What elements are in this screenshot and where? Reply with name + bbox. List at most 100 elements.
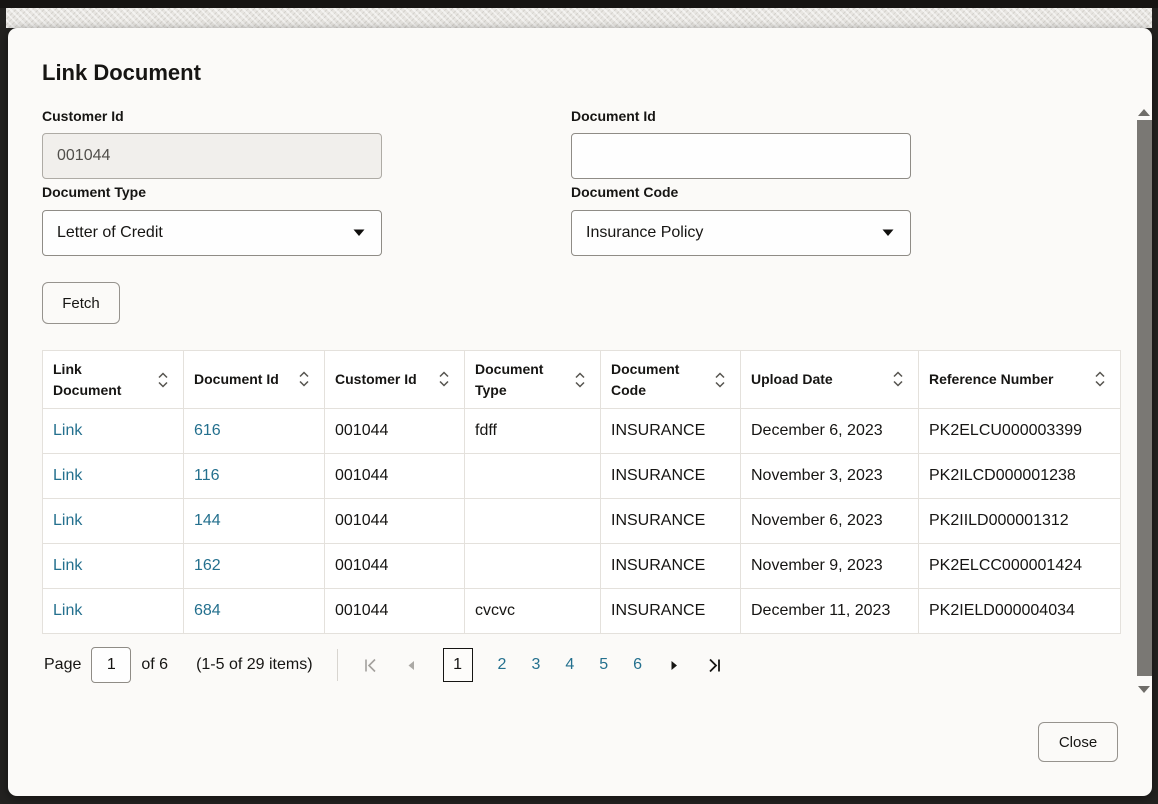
cell-document-type — [464, 498, 601, 544]
link-document-modal: Link Document Customer Id Document Id Do… — [8, 28, 1152, 796]
page-title: Link Document — [42, 60, 201, 85]
scrollbar-thumb[interactable] — [1137, 120, 1152, 676]
cell-reference-number: PK2IELD000004034 — [918, 588, 1121, 634]
col-header-document-type[interactable]: Document Type — [464, 350, 601, 409]
cell-document-id: 162 — [183, 543, 325, 589]
col-header-customer-id[interactable]: Customer Id — [324, 350, 465, 409]
cell-document-id: 144 — [183, 498, 325, 544]
table-row: Link 616 001044 fdff INSURANCE December … — [42, 408, 1121, 454]
cell-upload-date: December 6, 2023 — [740, 408, 919, 454]
sort-icon[interactable] — [157, 370, 169, 390]
cell-document-type: fdff — [464, 408, 601, 454]
cell-link: Link — [42, 588, 184, 634]
cell-customer-id: 001044 — [324, 588, 465, 634]
close-button[interactable]: Close — [1038, 722, 1118, 762]
sort-icon[interactable] — [892, 369, 904, 389]
caret-down-icon — [353, 229, 365, 236]
document-id-link[interactable]: 116 — [194, 467, 220, 484]
pagination-bar: Page of 6 (1-5 of 29 items) 1 2 3 4 5 6 — [44, 643, 723, 687]
documents-table: Link Document Document Id Customer Id Do… — [42, 350, 1121, 634]
document-type-selected-value: Letter of Credit — [57, 224, 163, 241]
link-action[interactable]: Link — [53, 467, 83, 484]
table-row: Link 684 001044 cvcvc INSURANCE December… — [42, 588, 1121, 634]
page-number-3[interactable]: 3 — [531, 656, 541, 673]
cell-reference-number: PK2ILCD000001238 — [918, 453, 1121, 499]
cell-document-id: 684 — [183, 588, 325, 634]
page-number-2[interactable]: 2 — [497, 656, 507, 673]
cell-document-type — [464, 543, 601, 589]
link-action[interactable]: Link — [53, 602, 83, 619]
document-id-link[interactable]: 144 — [194, 512, 221, 529]
link-action[interactable]: Link — [53, 512, 83, 529]
link-action[interactable]: Link — [53, 422, 83, 439]
document-type-select[interactable]: Letter of Credit — [42, 210, 382, 256]
table-row: Link 144 001044 INSURANCE November 6, 20… — [42, 498, 1121, 544]
document-id-link[interactable]: 616 — [194, 422, 221, 439]
customer-id-label: Customer Id — [42, 108, 124, 124]
document-id-field[interactable] — [571, 133, 911, 179]
cell-reference-number: PK2IILD000001312 — [918, 498, 1121, 544]
page-number-6[interactable]: 6 — [633, 656, 643, 673]
next-page-icon[interactable] — [667, 658, 681, 673]
cell-document-code: INSURANCE — [600, 453, 741, 499]
previous-page-icon[interactable] — [404, 658, 418, 673]
cell-upload-date: November 3, 2023 — [740, 453, 919, 499]
cell-reference-number: PK2ELCC000001424 — [918, 543, 1121, 589]
col-header-link-document[interactable]: Link Document — [42, 350, 184, 409]
cell-customer-id: 001044 — [324, 543, 465, 589]
page-number-5[interactable]: 5 — [599, 656, 609, 673]
document-id-link[interactable]: 684 — [194, 602, 221, 619]
table-row: Link 162 001044 INSURANCE November 9, 20… — [42, 543, 1121, 589]
document-code-select[interactable]: Insurance Policy — [571, 210, 911, 256]
page-of-label: of 6 — [141, 656, 169, 673]
cell-customer-id: 001044 — [324, 498, 465, 544]
fetch-button[interactable]: Fetch — [42, 282, 120, 324]
cell-document-code: INSURANCE — [600, 543, 741, 589]
col-header-document-id[interactable]: Document Id — [183, 350, 325, 409]
page-number-input[interactable] — [91, 647, 132, 683]
customer-id-field[interactable] — [42, 133, 382, 179]
cell-document-id: 616 — [183, 408, 325, 454]
sort-icon[interactable] — [298, 369, 310, 389]
cell-reference-number: PK2ELCU000003399 — [918, 408, 1121, 454]
document-type-label: Document Type — [42, 184, 146, 200]
table-row: Link 116 001044 INSURANCE November 3, 20… — [42, 453, 1121, 499]
cell-document-type — [464, 453, 601, 499]
document-id-label: Document Id — [571, 108, 656, 124]
cell-document-code: INSURANCE — [600, 408, 741, 454]
first-page-icon[interactable] — [362, 657, 379, 674]
link-action[interactable]: Link — [53, 557, 83, 574]
caret-down-icon — [882, 229, 894, 236]
cell-document-type: cvcvc — [464, 588, 601, 634]
page-number-4[interactable]: 4 — [565, 656, 575, 673]
col-header-document-code[interactable]: Document Code — [600, 350, 741, 409]
col-header-upload-date[interactable]: Upload Date — [740, 350, 919, 409]
page-number-1[interactable]: 1 — [442, 648, 473, 682]
document-id-link[interactable]: 162 — [194, 557, 221, 574]
items-summary: (1-5 of 29 items) — [196, 656, 313, 673]
col-header-reference-number[interactable]: Reference Number — [918, 350, 1121, 409]
sort-icon[interactable] — [574, 370, 586, 390]
cell-link: Link — [42, 453, 184, 499]
cell-customer-id: 001044 — [324, 453, 465, 499]
background-page-strip — [6, 8, 1152, 28]
sort-icon[interactable] — [438, 369, 450, 389]
cell-document-code: INSURANCE — [600, 588, 741, 634]
pagination-divider — [336, 649, 338, 681]
cell-upload-date: December 11, 2023 — [740, 588, 919, 634]
table-header-row: Link Document Document Id Customer Id Do… — [42, 350, 1121, 409]
cell-customer-id: 001044 — [324, 408, 465, 454]
sort-icon[interactable] — [714, 370, 726, 390]
cell-link: Link — [42, 408, 184, 454]
cell-upload-date: November 9, 2023 — [740, 543, 919, 589]
cell-upload-date: November 6, 2023 — [740, 498, 919, 544]
last-page-icon[interactable] — [706, 657, 723, 674]
cell-document-id: 116 — [183, 453, 325, 499]
cell-link: Link — [42, 498, 184, 544]
window-frame-top — [0, 0, 1158, 8]
scroll-up-icon[interactable] — [1138, 109, 1150, 116]
cell-document-code: INSURANCE — [600, 498, 741, 544]
page-label: Page — [44, 656, 82, 673]
scroll-down-icon[interactable] — [1138, 686, 1150, 693]
sort-icon[interactable] — [1094, 369, 1106, 389]
